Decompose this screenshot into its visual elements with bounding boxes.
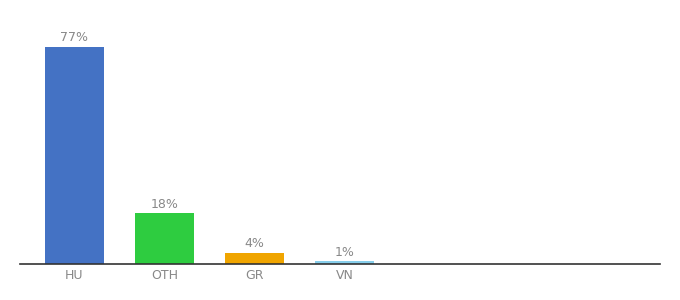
Text: 1%: 1% — [335, 246, 354, 259]
Text: 4%: 4% — [245, 237, 265, 250]
Text: 18%: 18% — [150, 198, 178, 211]
Bar — [45, 46, 103, 264]
Bar — [135, 213, 194, 264]
Bar — [316, 261, 374, 264]
Bar — [225, 253, 284, 264]
Text: 77%: 77% — [61, 31, 88, 44]
